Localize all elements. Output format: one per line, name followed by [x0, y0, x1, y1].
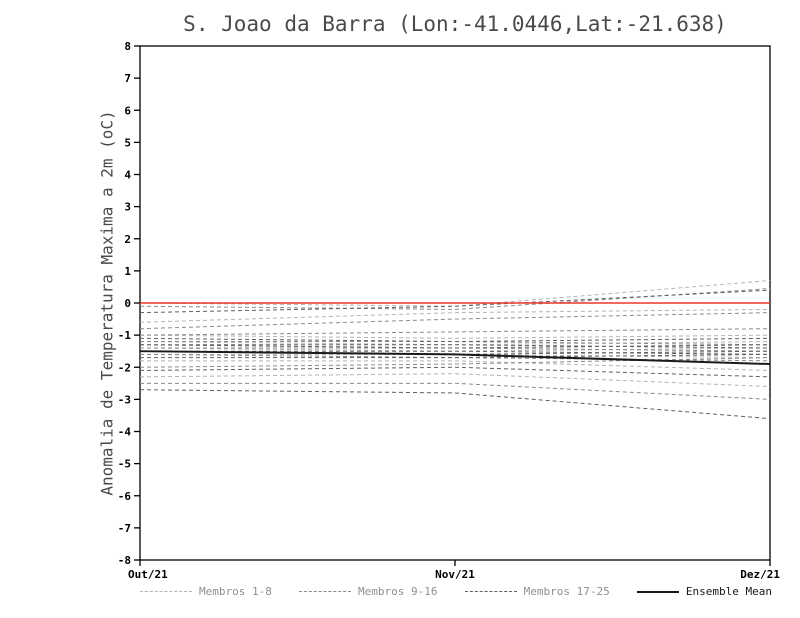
svg-text:0: 0 — [124, 297, 131, 310]
svg-text:-1: -1 — [118, 329, 132, 342]
svg-text:6: 6 — [124, 104, 131, 117]
dashed-line-swatch — [140, 591, 192, 592]
svg-text:-7: -7 — [118, 522, 131, 535]
svg-text:3: 3 — [124, 201, 131, 214]
legend-label: Membros 1-8 — [199, 585, 272, 598]
svg-text:Nov/21: Nov/21 — [435, 568, 475, 581]
dashed-line-swatch — [299, 591, 352, 592]
svg-text:5: 5 — [124, 136, 131, 149]
legend-label: Ensemble Mean — [685, 585, 772, 598]
legend-label: Membros 17-25 — [523, 585, 610, 598]
svg-text:Out/21: Out/21 — [128, 568, 168, 581]
legend: Membros 1-8 Membros 9-16 Membros 17-25 E… — [140, 585, 772, 598]
dashed-line-swatch — [464, 591, 517, 592]
svg-text:-6: -6 — [118, 490, 132, 503]
legend-label: Membros 9-16 — [358, 585, 438, 598]
chart-title: S. Joao da Barra (Lon:-41.0446,Lat:-21.6… — [183, 12, 727, 36]
svg-text:2: 2 — [124, 233, 131, 246]
legend-item-membros-9-16: Membros 9-16 — [299, 585, 438, 598]
svg-text:-8: -8 — [118, 554, 131, 567]
svg-text:1: 1 — [124, 265, 131, 278]
svg-text:-2: -2 — [118, 361, 131, 374]
legend-item-membros-1-8: Membros 1-8 — [140, 585, 272, 598]
solid-line-swatch — [636, 590, 679, 593]
legend-item-ensemble-mean: Ensemble Mean — [636, 585, 772, 598]
svg-text:8: 8 — [124, 40, 131, 53]
svg-text:4: 4 — [124, 169, 131, 182]
svg-text:-5: -5 — [118, 458, 131, 471]
legend-item-membros-17-25: Membros 17-25 — [464, 585, 610, 598]
svg-text:-3: -3 — [118, 393, 131, 406]
svg-text:Dez/21: Dez/21 — [740, 568, 780, 581]
svg-text:-4: -4 — [118, 426, 132, 439]
svg-text:7: 7 — [124, 72, 131, 85]
